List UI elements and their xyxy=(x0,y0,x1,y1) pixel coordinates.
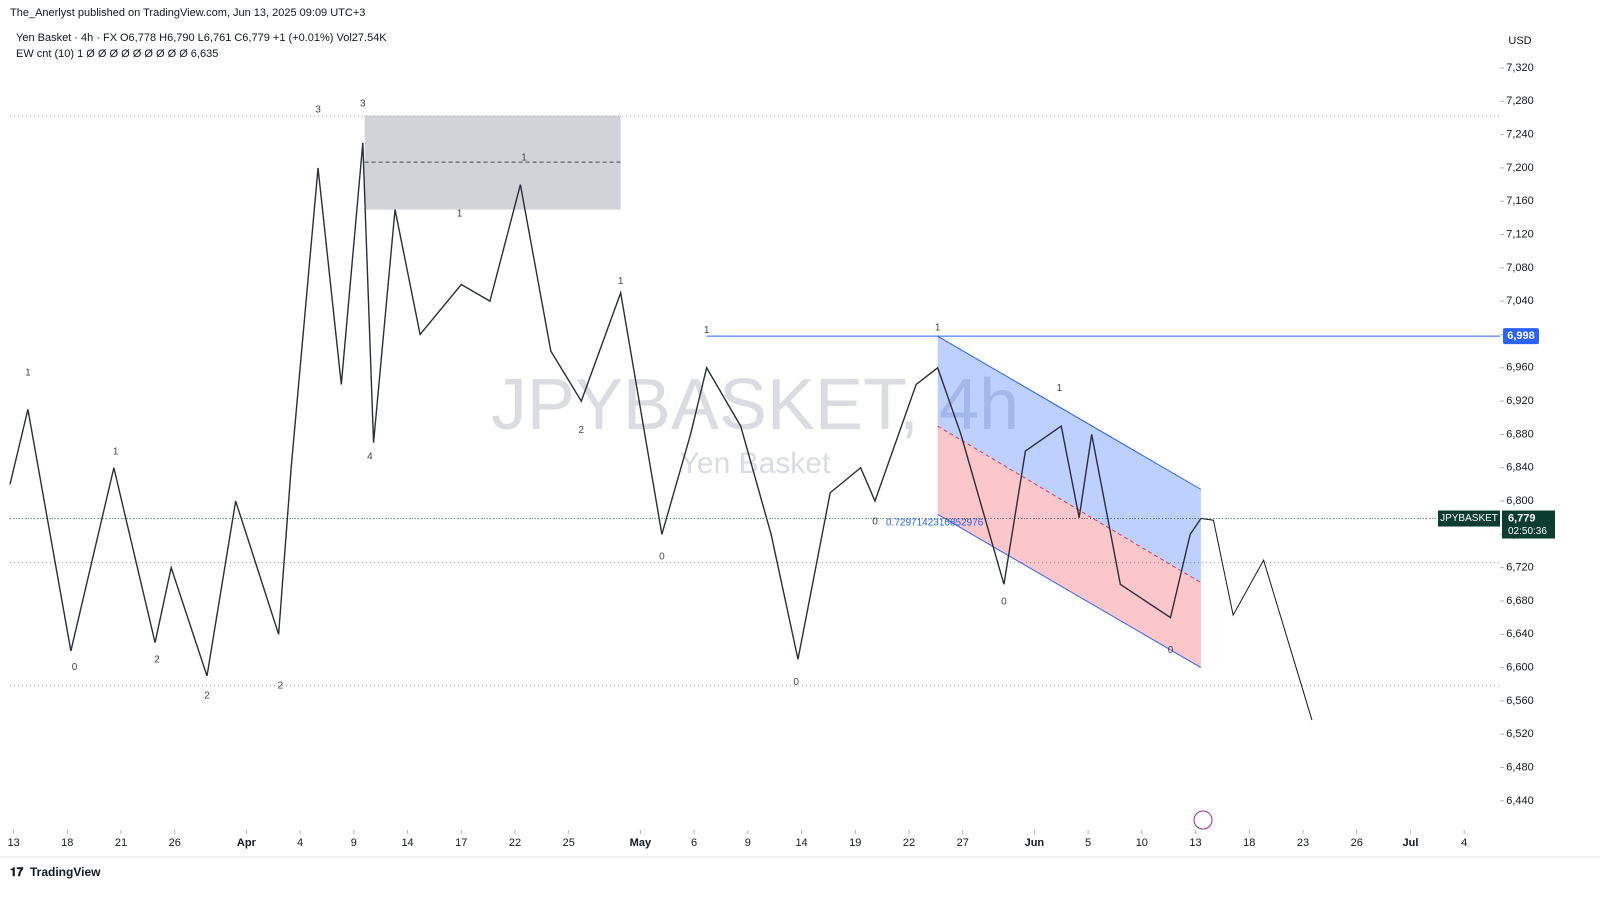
ohlc: O6,778 H6,790 L6,761 C6,779 +1 (+0.01%) … xyxy=(120,32,387,44)
x-tick-label: 26 xyxy=(169,837,181,849)
y-tick-label: 7,040 xyxy=(1506,295,1534,307)
watermark-sub: Yen Basket xyxy=(680,447,831,480)
wave-label: 0 xyxy=(793,677,799,688)
wave-label: 4 xyxy=(367,452,373,463)
x-tick-label: 25 xyxy=(563,837,575,849)
x-tick-label: Apr xyxy=(237,837,257,849)
x-tick-label: 5 xyxy=(1085,837,1091,849)
x-tick-label: 9 xyxy=(351,837,357,849)
y-tick-label: 6,880 xyxy=(1506,428,1534,440)
wave-label: 1 xyxy=(935,322,941,333)
y-tick-label: 6,640 xyxy=(1506,628,1534,640)
x-tick-label: 27 xyxy=(957,837,969,849)
x-tick-label: Jul xyxy=(1403,837,1419,849)
wave-label: 0 xyxy=(1168,645,1174,656)
indicator: EW cnt (10) 1 Ø Ø Ø Ø Ø Ø Ø Ø Ø 6,635 xyxy=(16,48,218,60)
x-tick-label: May xyxy=(630,837,652,849)
channel-edge xyxy=(937,335,1202,490)
x-tick-label: 19 xyxy=(849,837,861,849)
wave-label: 1 xyxy=(618,276,624,287)
brand-logo: 𝟏𝟕 xyxy=(10,865,24,879)
x-tick-label: 18 xyxy=(61,837,73,849)
y-tick-label: 6,920 xyxy=(1506,395,1534,407)
brand: TradingView xyxy=(30,865,101,879)
channel-lower xyxy=(937,426,1201,668)
wave-label: 0 xyxy=(72,662,78,673)
wave-label: 1 xyxy=(457,208,463,219)
x-tick-label: 13 xyxy=(1189,837,1201,849)
x-tick-label: 13 xyxy=(7,837,19,849)
x-tick-label: 26 xyxy=(1351,837,1363,849)
channel-edge xyxy=(937,513,1202,669)
y-tick-label: 6,600 xyxy=(1506,662,1534,674)
y-tick-label: 6,520 xyxy=(1506,728,1534,740)
wave-label: 1 xyxy=(521,153,527,164)
wave-label: 2 xyxy=(579,425,585,436)
watermark: JPYBASKET, 4h xyxy=(491,365,1019,445)
wave-label: 0 xyxy=(659,551,665,562)
wave-label: 1 xyxy=(113,447,119,458)
y-tick-label: 7,120 xyxy=(1506,228,1534,240)
wave-label: 1 xyxy=(1057,383,1063,394)
x-tick-label: 23 xyxy=(1297,837,1309,849)
wave-label: 3 xyxy=(360,98,366,109)
x-tick-label: Jun xyxy=(1025,837,1045,849)
fib-label: 0.7297142316852976 xyxy=(886,518,984,529)
y-tick-label: 6,560 xyxy=(1506,695,1534,707)
x-tick-label: 6 xyxy=(691,837,697,849)
y-tick-label: 7,080 xyxy=(1506,262,1534,274)
symbol-tag xyxy=(1438,510,1500,527)
y-tick-label: 6,480 xyxy=(1506,761,1534,773)
wave-label: 1 xyxy=(704,325,710,336)
wave-label: 0 xyxy=(1001,596,1007,607)
y-tick-label: 6,800 xyxy=(1506,495,1534,507)
wave-label: 1 xyxy=(25,367,31,378)
x-tick-label: 22 xyxy=(903,837,915,849)
price-label: 6,779 xyxy=(1508,512,1536,524)
y-tick-label: 6,720 xyxy=(1506,562,1534,574)
y-tick-label: 7,160 xyxy=(1506,195,1534,207)
channel-upper xyxy=(937,336,1201,583)
y-tick-label: 7,240 xyxy=(1506,129,1534,141)
x-tick-label: 9 xyxy=(745,837,751,849)
resistance-tag xyxy=(1503,328,1539,345)
y-tick-label: 6,840 xyxy=(1506,462,1534,474)
y-tick-label: 6,680 xyxy=(1506,595,1534,607)
wave-label: 3 xyxy=(315,104,321,115)
event-icon[interactable] xyxy=(1193,810,1213,830)
wave-label: 2 xyxy=(278,681,284,692)
x-tick-label: 18 xyxy=(1243,837,1255,849)
x-tick-label: 4 xyxy=(1461,837,1467,849)
x-tick-label: 4 xyxy=(297,837,303,849)
x-tick-label: 21 xyxy=(115,837,127,849)
y-tick-label: 7,200 xyxy=(1506,162,1534,174)
x-tick-label: 14 xyxy=(795,837,807,849)
publisher: The_Anerlyst published on TradingView.co… xyxy=(10,7,365,19)
channel-mid xyxy=(937,425,1202,584)
y-tick-label: 7,320 xyxy=(1506,62,1534,74)
x-tick-label: 14 xyxy=(401,837,413,849)
price-line xyxy=(9,142,1202,677)
price-tag xyxy=(1502,510,1555,539)
wave-label: 2 xyxy=(154,655,160,666)
currency: USD xyxy=(1508,35,1531,47)
y-tick-label: 6,960 xyxy=(1506,362,1534,374)
symbol-label: JPYBASKET xyxy=(1440,513,1498,524)
x-tick-label: 22 xyxy=(509,837,521,849)
wave-label: 0 xyxy=(872,516,878,527)
y-tick-label: 6,440 xyxy=(1506,795,1534,807)
x-tick-label: 17 xyxy=(455,837,467,849)
wave-label: 2 xyxy=(204,691,210,702)
resistance-label: 6,998 xyxy=(1507,330,1535,342)
projection-line xyxy=(1200,518,1313,721)
countdown: 02:50:36 xyxy=(1508,526,1547,537)
x-tick-label: 10 xyxy=(1136,837,1148,849)
y-tick-label: 7,280 xyxy=(1506,95,1534,107)
symbol: Yen Basket · 4h · FX xyxy=(16,32,118,44)
